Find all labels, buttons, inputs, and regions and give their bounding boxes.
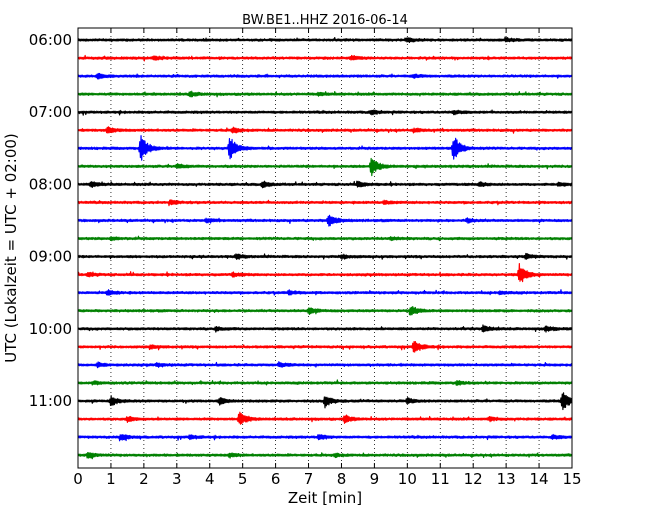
x-axis-ticks: 0 1 2 3 4 5 6 7 8 9 10 11 12 13 14 15 [73,28,582,488]
x-tick-label-8: 8 [337,470,347,488]
x-tick-label-6: 6 [271,470,281,488]
x-tick-label-10: 10 [398,470,417,488]
x-tick-label-5: 5 [238,470,248,488]
trace-1145 [77,452,573,460]
trace-0745 [77,157,573,177]
y-tick-label-4: 10:00 [29,320,72,338]
x-axis-label: Zeit [min] [288,489,362,507]
x-tick-label-14: 14 [530,470,549,488]
trace-0830 [77,214,573,227]
trace-0900 [77,252,573,260]
x-tick-label-4: 4 [205,470,215,488]
x-tick-label-12: 12 [464,470,483,488]
trace-1000 [77,324,573,333]
trace-1030 [77,361,573,369]
trace-0945 [77,306,573,316]
x-tick-label-11: 11 [431,470,450,488]
y-axis-ticks: 06:00 07:00 08:00 09:00 10:00 11:00 [29,31,83,410]
x-tick-label-1: 1 [106,470,116,488]
x-tick-label-2: 2 [139,470,149,488]
trace-0700 [77,109,573,116]
trace-0930 [77,289,573,296]
y-tick-label-5: 11:00 [29,392,72,410]
plot-frame [77,27,573,469]
trace-0730 [77,135,573,161]
trace-0615 [77,54,573,62]
x-tick-label-7: 7 [304,470,314,488]
x-tick-label-0: 0 [73,470,83,488]
x-tick-label-13: 13 [497,470,516,488]
chart-title: BW.BE1..HHZ 2016-06-14 [242,13,408,28]
x-tick-label-9: 9 [370,470,380,488]
seismic-traces [77,36,573,460]
trace-0815 [77,199,573,207]
y-axis-label: UTC (Lokalzeit = UTC + 02:00) [2,133,20,363]
trace-0715 [77,126,573,134]
trace-1115 [77,411,573,425]
x-tick-label-15: 15 [562,470,581,488]
trace-1045 [77,379,573,386]
trace-0915 [77,263,573,283]
trace-1015 [77,340,573,353]
trace-0645 [77,90,573,98]
trace-0600 [77,36,573,44]
trace-0800 [77,180,573,189]
y-tick-label-2: 08:00 [29,175,72,193]
y-tick-label-1: 07:00 [29,103,72,121]
x-tick-label-3: 3 [172,470,182,488]
y-tick-label-3: 09:00 [29,248,72,266]
trace-1100 [77,392,573,411]
trace-0845 [77,235,573,242]
trace-0630 [77,72,573,80]
y-tick-label-0: 06:00 [29,31,72,49]
trace-1130 [77,433,573,442]
vertical-gridlines [110,28,540,468]
